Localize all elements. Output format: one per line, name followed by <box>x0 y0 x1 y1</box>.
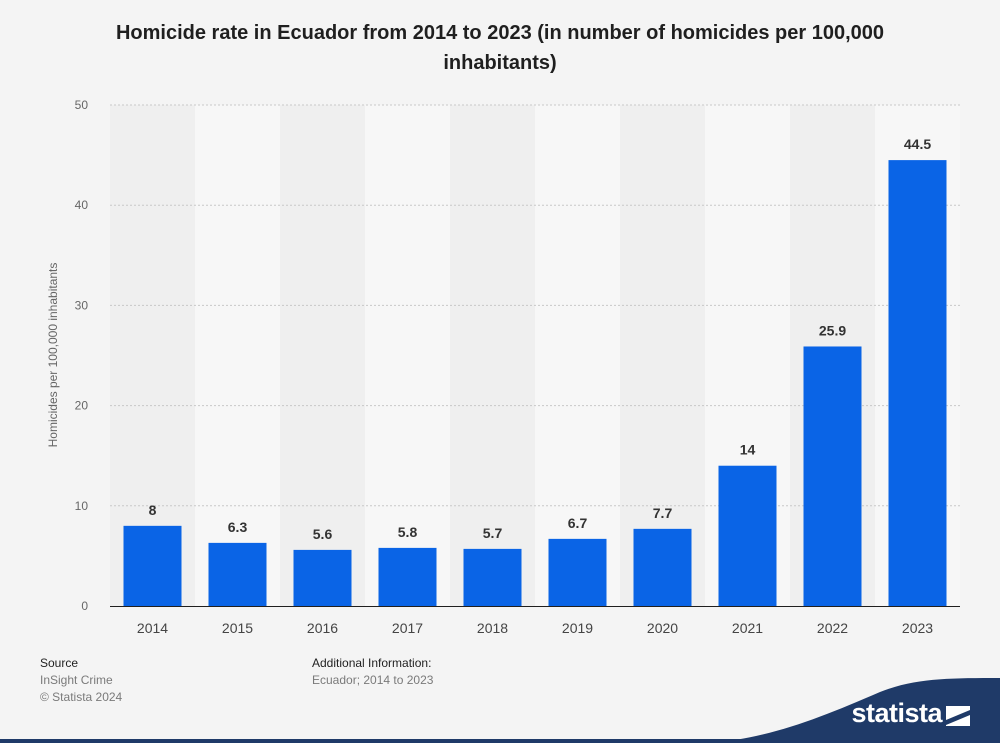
source-name[interactable]: InSight Crime <box>40 673 113 687</box>
bar-2018 <box>463 548 522 606</box>
x-tick-label: 2022 <box>817 620 848 636</box>
bar-2014 <box>123 525 182 606</box>
y-tick-label: 40 <box>75 198 89 212</box>
x-tick-label: 2020 <box>647 620 678 636</box>
additional-info-text: Ecuador; 2014 to 2023 <box>312 673 434 687</box>
additional-info-block: Additional Information: Ecuador; 2014 to… <box>312 655 433 689</box>
bar-2020 <box>633 528 692 606</box>
y-tick-label: 0 <box>81 599 88 613</box>
data-label: 25.9 <box>819 322 846 338</box>
data-label: 8 <box>149 502 157 518</box>
x-tick-label: 2021 <box>732 620 763 636</box>
x-tick-label: 2016 <box>307 620 338 636</box>
y-tick-label: 20 <box>75 399 89 413</box>
bar-2016 <box>293 549 352 606</box>
x-tick-label: 2018 <box>477 620 508 636</box>
data-label: 7.7 <box>653 505 673 521</box>
column-band <box>280 105 365 606</box>
copyright: © Statista 2024 <box>40 690 123 704</box>
data-label: 44.5 <box>904 136 931 152</box>
column-band <box>365 105 450 606</box>
y-tick-label: 30 <box>75 298 89 312</box>
column-band <box>620 105 705 606</box>
statista-logo[interactable]: statista <box>710 678 1000 743</box>
column-band <box>450 105 535 606</box>
y-axis-label: Homicides per 100,000 inhabitants <box>46 262 60 448</box>
bar-2019 <box>548 538 607 606</box>
additional-info-heading: Additional Information: <box>312 656 432 670</box>
bottom-accent-line <box>0 739 1000 743</box>
source-block: Source InSight Crime © Statista 2024 <box>40 655 122 706</box>
y-tick-label: 10 <box>75 499 89 513</box>
bar-2023 <box>888 160 947 607</box>
x-tick-label: 2015 <box>222 620 253 636</box>
column-band <box>110 105 195 606</box>
data-label: 5.6 <box>313 526 333 542</box>
data-label: 14 <box>740 442 756 458</box>
source-heading: Source <box>40 656 79 670</box>
x-tick-label: 2023 <box>902 620 933 636</box>
chart-title: Homicide rate in Ecuador from 2014 to 20… <box>115 22 885 74</box>
data-label: 5.8 <box>398 524 418 540</box>
brand-name: statista <box>851 698 942 728</box>
column-band <box>535 105 620 606</box>
bar-2021 <box>718 465 777 606</box>
column-band <box>195 105 280 606</box>
data-label: 5.7 <box>483 525 503 541</box>
bar-2017 <box>378 547 437 606</box>
bar-2022 <box>803 346 862 606</box>
statista-mark-icon <box>946 706 970 726</box>
bar-2015 <box>208 542 267 606</box>
x-tick-label: 2019 <box>562 620 593 636</box>
data-label: 6.7 <box>568 515 588 531</box>
x-tick-label: 2017 <box>392 620 423 636</box>
logo-wave-shape <box>710 678 1000 743</box>
y-tick-label: 50 <box>75 98 89 112</box>
data-label: 6.3 <box>228 519 248 535</box>
x-tick-label: 2014 <box>137 620 168 636</box>
